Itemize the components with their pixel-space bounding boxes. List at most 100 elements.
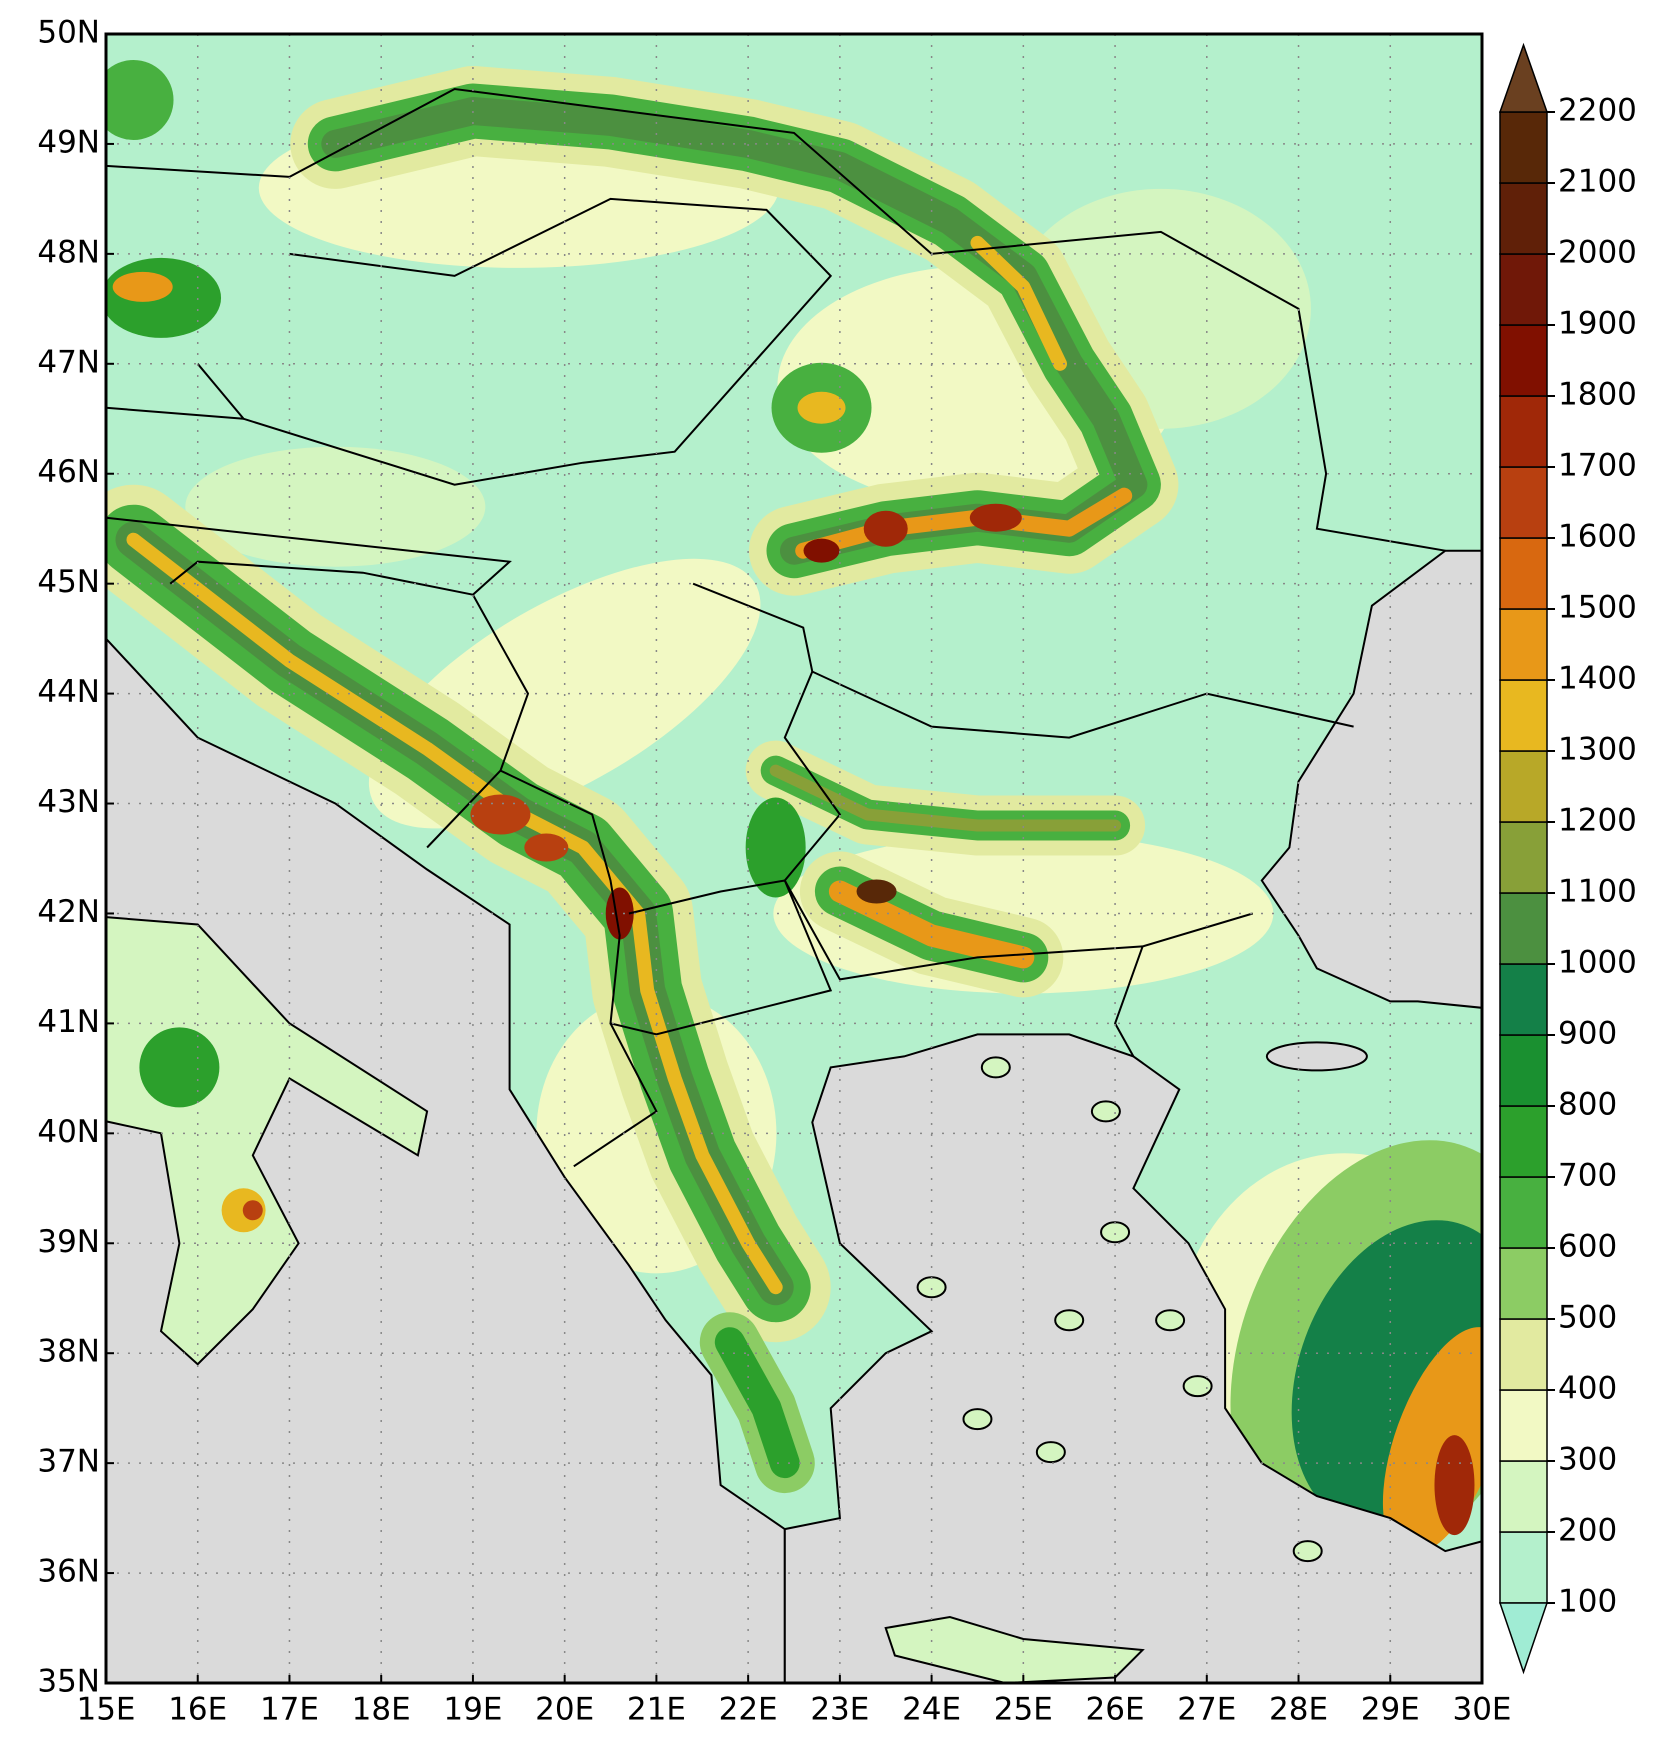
colorbar-box	[1499, 1531, 1548, 1604]
map-area	[106, 34, 1482, 1683]
colorbar-box	[1499, 892, 1548, 965]
colorbar-box	[1499, 750, 1548, 823]
colorbar-label: 2000	[1558, 235, 1637, 271]
y-tick-label: 39N	[37, 1224, 100, 1260]
axes: 15E 16E 17E 18E 19E 20E 21E 22E 23E 24E 25E 26E 27E 2…	[37, 15, 1637, 1728]
colorbar-label: 1500	[1558, 590, 1637, 626]
x-tick-label: 26E	[1086, 1692, 1145, 1728]
colorbar-label: 1100	[1558, 874, 1637, 910]
island	[1054, 1309, 1085, 1332]
border	[106, 87, 1446, 552]
x-tick-label: 17E	[260, 1692, 319, 1728]
y-tick-label: 40N	[37, 1114, 100, 1150]
colorbar-box	[1499, 537, 1548, 610]
colorbar-box	[1499, 679, 1548, 752]
colorbar-box	[1499, 395, 1548, 468]
y-tick-label: 36N	[37, 1554, 100, 1590]
x-tick-label: 30E	[1452, 1692, 1511, 1728]
colorbar-label: 1600	[1558, 519, 1637, 555]
x-tick-label: 15E	[76, 1692, 135, 1728]
colorbar-box	[1499, 324, 1548, 397]
y-tick-label: 43N	[37, 784, 100, 820]
border	[573, 1022, 658, 1168]
border	[500, 769, 833, 1036]
y-tick-label: 42N	[37, 894, 100, 930]
sea	[1260, 549, 1482, 1009]
terrain	[863, 510, 908, 547]
colorbar-label: 1300	[1558, 732, 1637, 768]
y-tick-label: 37N	[37, 1444, 100, 1480]
colorbar-label: 300	[1558, 1442, 1617, 1478]
y-tick-label: 47N	[37, 344, 100, 380]
island	[1292, 1540, 1323, 1563]
terrain	[797, 391, 846, 424]
x-tick-label: 19E	[443, 1692, 502, 1728]
colorbar-label: 1200	[1558, 803, 1637, 839]
colorbar-box	[1499, 111, 1548, 184]
island	[1100, 1221, 1131, 1244]
island	[962, 1408, 993, 1431]
colorbar-box	[1499, 182, 1548, 255]
colorbar-box	[1499, 821, 1548, 894]
y-tick-label: 46N	[37, 454, 100, 490]
y-tick-label: 48N	[37, 234, 100, 270]
y-tick-label: 41N	[37, 1004, 100, 1040]
y-tick-label: 38N	[37, 1334, 100, 1370]
border	[1114, 946, 1144, 1057]
terrain	[139, 1027, 220, 1108]
colorbar-box	[1499, 466, 1548, 539]
colorbar-label: 200	[1558, 1513, 1617, 1549]
colorbar-box	[1499, 253, 1548, 326]
x-tick-label: 25E	[994, 1692, 1053, 1728]
border	[106, 406, 244, 420]
colorbar-box	[1499, 1460, 1548, 1533]
colorbar-box	[1499, 963, 1548, 1036]
terrain	[1434, 1435, 1475, 1536]
colorbar-label: 500	[1558, 1300, 1617, 1336]
balkan-mts	[769, 764, 1122, 832]
colorbar-label: 100	[1558, 1584, 1617, 1620]
x-tick-label: 27E	[1177, 1692, 1236, 1728]
x-tick-label: 22E	[719, 1692, 778, 1728]
terrain	[605, 887, 634, 940]
colorbar-label: 900	[1558, 1016, 1617, 1052]
x-tick-label: 20E	[535, 1692, 594, 1728]
terrain	[856, 879, 897, 904]
rhodope	[828, 880, 1035, 969]
colorbar-box	[1499, 1247, 1548, 1320]
colorbar-label: 1000	[1558, 945, 1637, 981]
island	[1182, 1375, 1213, 1398]
island	[1035, 1441, 1066, 1464]
y-tick-label: 44N	[37, 674, 100, 710]
colorbar-box	[1499, 1176, 1548, 1249]
x-tick-label: 18E	[352, 1692, 411, 1728]
island	[1155, 1309, 1186, 1332]
colorbar-box	[1499, 1389, 1548, 1462]
y-tick-label: 50N	[37, 15, 100, 51]
colorbar-label: 700	[1558, 1158, 1617, 1194]
x-tick-label: 16E	[168, 1692, 227, 1728]
sea	[1265, 1041, 1368, 1072]
terrain	[106, 59, 174, 140]
border	[196, 197, 833, 486]
colorbar-box	[1499, 1034, 1548, 1107]
colorbar-label: 600	[1558, 1229, 1617, 1265]
colorbar-label: 1900	[1558, 306, 1637, 342]
terrain	[242, 1200, 263, 1221]
x-tick-label: 23E	[810, 1692, 869, 1728]
y-tick-label: 35N	[37, 1664, 100, 1700]
border	[169, 560, 474, 596]
colorbar-label: 1800	[1558, 377, 1637, 413]
x-tick-label: 21E	[627, 1692, 686, 1728]
terrain	[112, 271, 173, 302]
colorbar-over	[1498, 42, 1549, 113]
x-tick-label: 24E	[902, 1692, 961, 1728]
island	[916, 1276, 947, 1299]
carpathians-high	[970, 235, 1067, 371]
colorbar-box	[1499, 1318, 1548, 1391]
colorbar-label: 1700	[1558, 448, 1637, 484]
colorbar-label: 2100	[1558, 164, 1637, 200]
terrain	[969, 503, 1022, 532]
crete	[884, 1615, 1145, 1683]
terrain	[803, 538, 840, 563]
